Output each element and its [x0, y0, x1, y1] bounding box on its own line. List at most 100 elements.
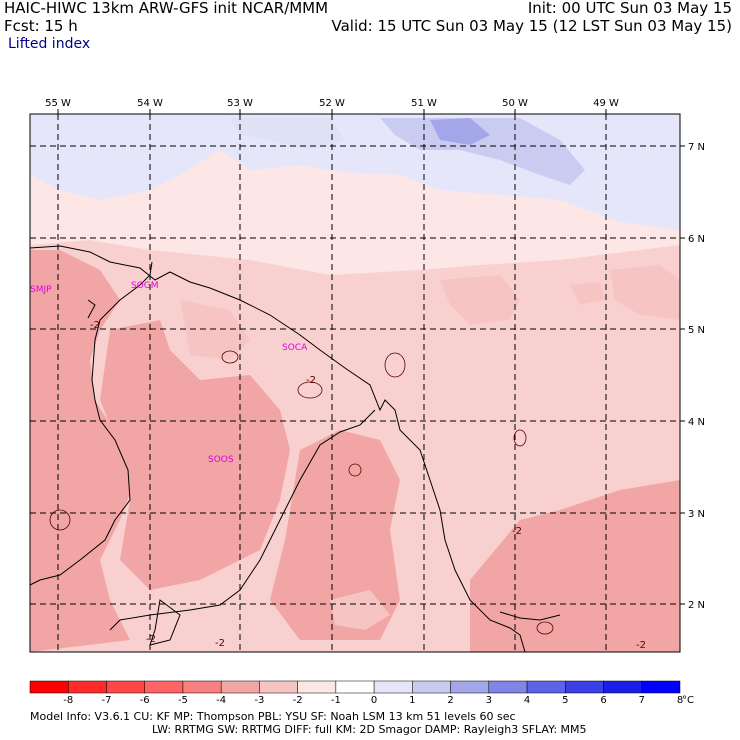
field-medium-pink-southeast [470, 480, 680, 652]
field-medium-pink-west [30, 250, 135, 652]
colorbar-tick-label: -2 [293, 695, 303, 706]
station-label-sogm: SOGM [131, 281, 159, 291]
border-brazil [499, 611, 561, 621]
forecast-hour: Fcst: 15 h [4, 17, 78, 35]
colorbar-swatch [106, 680, 145, 694]
colorbar-swatch [67, 680, 107, 694]
colorbar-swatch [335, 680, 375, 694]
contour-loop-5 [297, 381, 323, 399]
lon-label: 51 W [411, 98, 437, 109]
lat-label: 2 N [688, 600, 705, 611]
colorbar-swatch [144, 680, 184, 694]
lat-label: 4 N [688, 417, 705, 428]
colorbar-swatch [603, 680, 643, 694]
shaded-field [30, 114, 680, 652]
lon-label: 50 W [502, 98, 528, 109]
colorbar-swatch [412, 680, 451, 694]
lon-label: 53 W [227, 98, 253, 109]
lon-label: 49 W [593, 98, 619, 109]
colorbar-swatch [182, 680, 222, 694]
map-frame [29, 113, 681, 653]
latitude-labels: 7 N 6 N 5 N 4 N 3 N 2 N [688, 142, 705, 611]
lat-label: 3 N [688, 509, 705, 520]
lon-label: 55 W [45, 98, 71, 109]
colorbar-swatch [450, 680, 490, 694]
model-title: HAIC-HIWC 13km ARW-GFS init NCAR/MMM [4, 0, 329, 17]
colorbar-tick-label: -8 [63, 695, 73, 706]
colorbar-swatch [297, 680, 337, 694]
lat-label: 5 N [688, 325, 705, 336]
field-medium-pink-east [270, 430, 400, 640]
contour-label: -2 [215, 638, 225, 649]
colorbar-unit: °C [682, 695, 694, 706]
contour-loop-6 [49, 509, 71, 531]
field-light-pink-patch-2 [610, 265, 680, 320]
field-light-blue-patch [380, 118, 585, 185]
lat-lon-grid [30, 109, 685, 652]
colorbar-tick-label: 1 [409, 695, 415, 706]
field-pale-blue-patch [230, 118, 345, 150]
station-labels: SMJP SOGM SOCA SOOS [30, 281, 308, 465]
valid-time: Valid: 15 UTC Sun 03 May 15 (12 LST Sun … [331, 17, 732, 35]
colorbar-tick-label: -4 [216, 695, 226, 706]
colorbar-tick-label: -6 [140, 695, 150, 706]
colorbar-swatch [488, 680, 528, 694]
init-time: Init: 00 UTC Sun 03 May 15 [527, 0, 732, 17]
colorbar-tick-label: 7 [639, 695, 645, 706]
colorbar: -8 -7 -6 -5 -4 -3 -2 -1 0 1 2 3 4 5 6 7 8°C [29, 680, 694, 706]
colorbar-tick-label: 0 [371, 695, 377, 706]
colorbar-tick-label: 8 [677, 695, 683, 706]
station-label-soos: SOOS [208, 455, 234, 465]
colorbar-swatch [220, 680, 260, 694]
longitude-labels: 55 W 54 W 53 W 52 W 51 W 50 W 49 W [45, 98, 619, 109]
colorbar-tick-label: 6 [600, 695, 606, 706]
colorbar-tick-label: -5 [178, 695, 188, 706]
border-suriname-french-guiana [109, 409, 376, 631]
colorbar-swatch [641, 680, 681, 694]
lon-label: 54 W [137, 98, 163, 109]
field-light-pink-patch-1 [440, 275, 520, 325]
contour-label: -2 [306, 375, 316, 386]
contour-loop-1 [149, 599, 181, 646]
colorbar-tick-label: 5 [562, 695, 568, 706]
colorbar-swatch [526, 680, 566, 694]
contour-label: -2 [512, 526, 522, 537]
lat-label: 7 N [688, 142, 705, 153]
field-medium-pink-central [100, 320, 290, 590]
station-label-smjp: SMJP [30, 285, 52, 295]
contour-loop-7 [348, 463, 362, 477]
field-light-pink-spot [330, 590, 390, 630]
colorbar-tick-label: -1 [331, 695, 341, 706]
field-light-pink-patch-3 [570, 282, 605, 305]
contour-loop-8 [536, 621, 554, 635]
contour-label: -2 [90, 320, 100, 331]
footer-physics-info: LW: RRTMG SW: RRTMG DIFF: full KM: 2D Sm… [152, 723, 587, 736]
colorbar-tick-label: -3 [254, 695, 264, 706]
colorbar-swatch [565, 680, 604, 694]
contour-labels: -2 -2 -2 -2 -2 -2 [90, 320, 646, 651]
contour-label: -2 [636, 640, 646, 651]
colorbar-tick-label: 3 [486, 695, 492, 706]
contour-loop-4 [221, 350, 239, 364]
colorbar-tick-label: -7 [101, 695, 111, 706]
colorbar-swatch [373, 680, 413, 694]
coastline [29, 245, 526, 653]
border-detail [87, 299, 96, 319]
footer-model-info: Model Info: V3.6.1 CU: KF MP: Thompson P… [30, 710, 516, 723]
border-suriname-guyana [29, 261, 153, 586]
colorbar-tick-label: 2 [447, 695, 453, 706]
lat-label: 6 N [688, 234, 705, 245]
station-label-soca: SOCA [282, 343, 308, 353]
field-name: Lifted index [8, 36, 91, 52]
colorbar-tick-label: 4 [524, 695, 530, 706]
coastline-borders [29, 245, 561, 653]
contour-loop-3 [384, 352, 406, 378]
colorbar-swatch [29, 680, 69, 694]
contour-loops [49, 350, 554, 635]
contour-loop-2 [513, 429, 527, 447]
field-light-pink-inner [180, 300, 250, 360]
lon-label: 52 W [319, 98, 345, 109]
field-medium-blue-patch [430, 118, 490, 145]
colorbar-swatch [259, 680, 298, 694]
